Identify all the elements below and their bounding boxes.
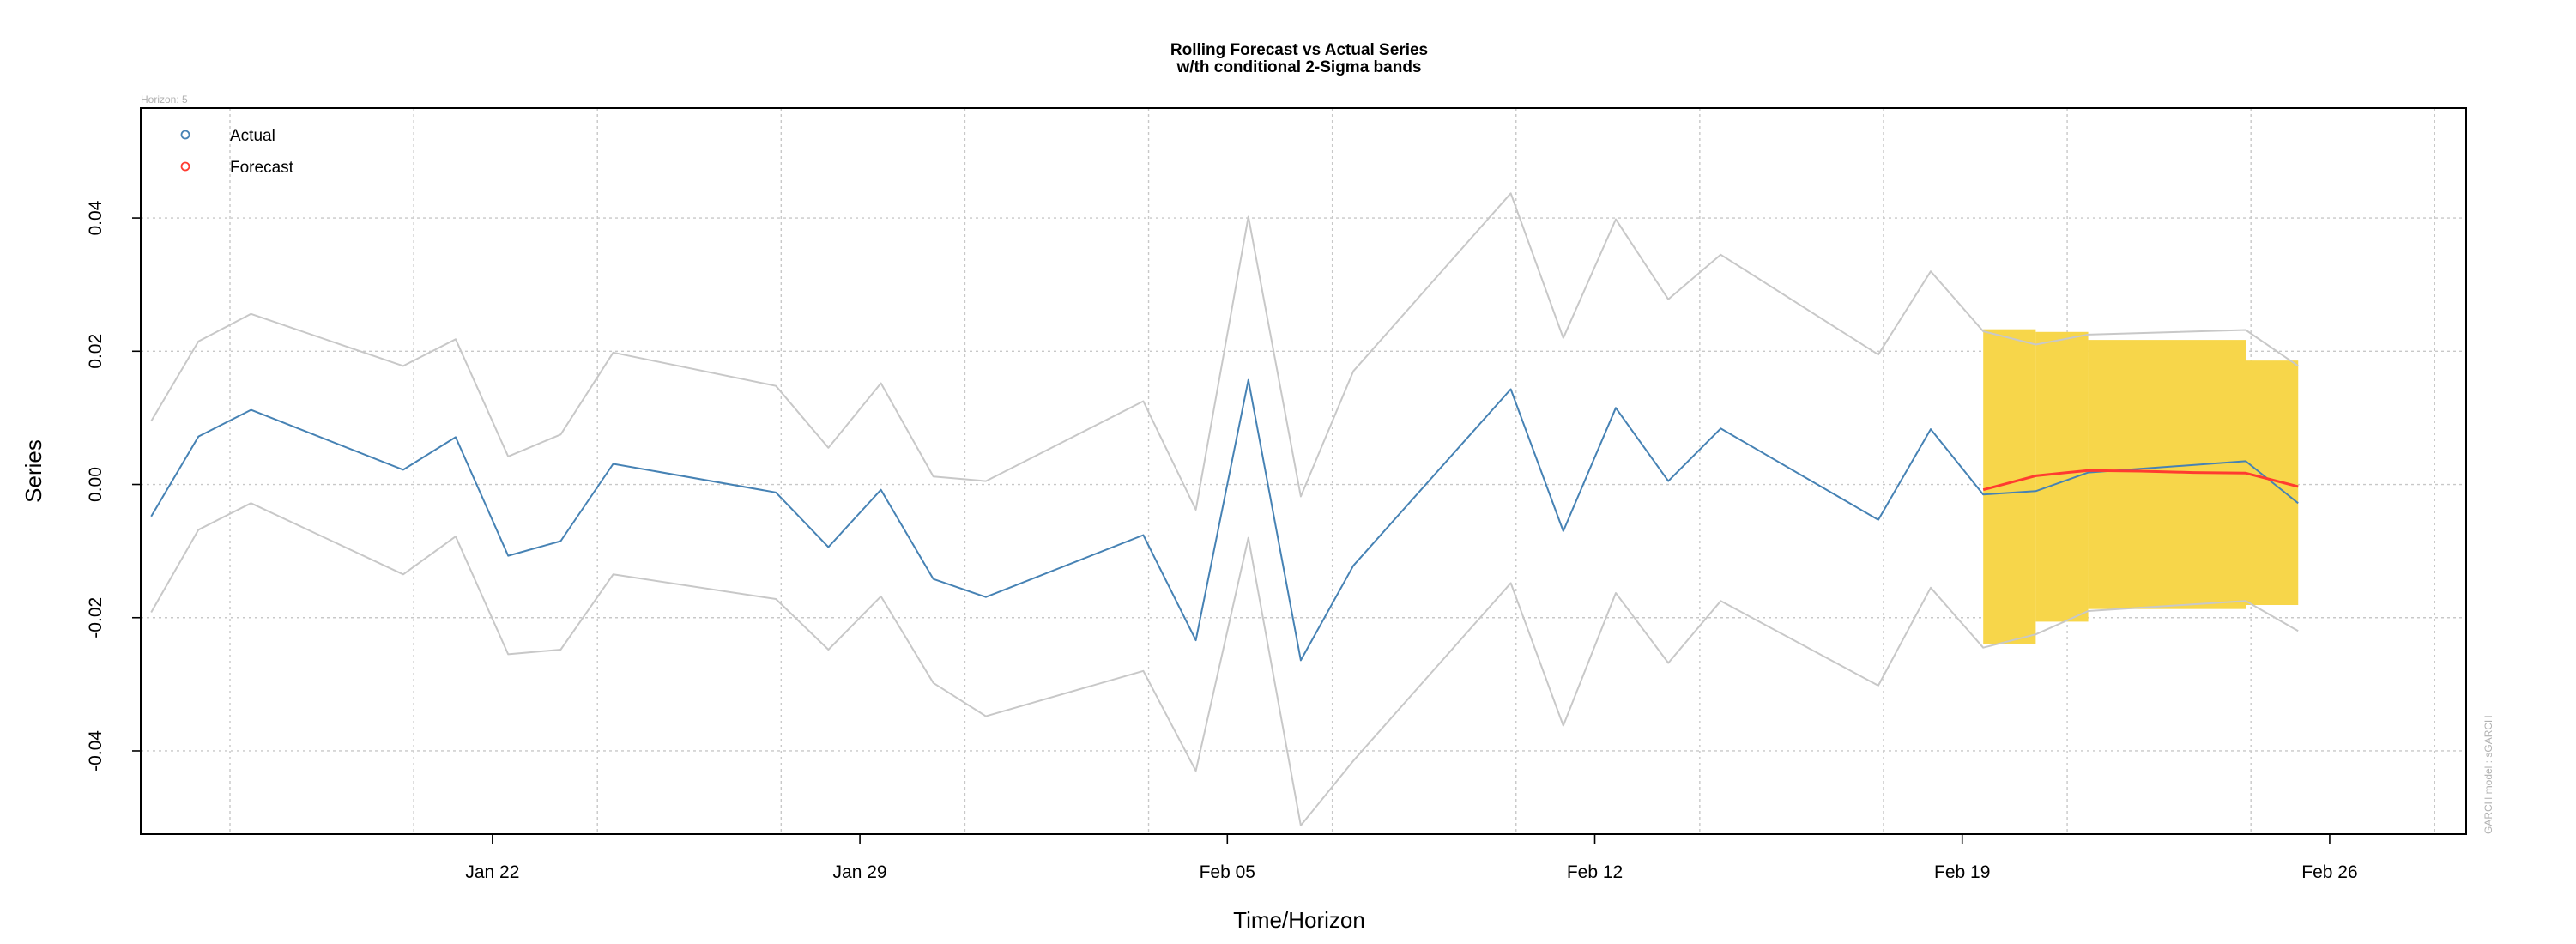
legend: Actual Forecast (180, 127, 294, 177)
legend-actual-marker (180, 130, 190, 140)
series-lines (150, 192, 2299, 826)
legend-forecast-marker (180, 161, 190, 172)
model-side-note: GARCH model : sGARCH (2482, 715, 2494, 834)
legend-forecast-label: Forecast (230, 159, 294, 177)
plot-frame (140, 107, 2467, 835)
x-axis-title: Time/Horizon (1233, 907, 1365, 933)
y-tick-label: -0.02 (86, 597, 106, 638)
x-tick-label: Feb 19 (1934, 862, 1990, 882)
x-axis-ticks: Jan 22 Jan 29 Feb 05 Feb 12 Feb 19 Feb 26 (465, 834, 2358, 882)
actual-series-line (150, 378, 2299, 662)
forecast-band-segment (2035, 331, 2089, 622)
forecast-series-line (1982, 469, 2299, 492)
chart-subtitle: w/th conditional 2-Sigma bands (1176, 58, 1421, 76)
forecast-band (1983, 329, 2299, 644)
y-axis-ticks: -0.04 -0.02 0.00 0.02 0.04 (86, 200, 141, 772)
sigma-upper-line (150, 192, 2299, 511)
corner-note: Horizon: 5 (141, 94, 188, 106)
y-tick-label: 0.04 (86, 200, 106, 235)
x-tick-label: Feb 12 (1567, 862, 1623, 882)
x-tick-label: Jan 29 (833, 862, 887, 882)
legend-actual-label: Actual (230, 127, 275, 145)
y-tick-label: 0.00 (86, 467, 106, 502)
chart-title: Rolling Forecast vs Actual Series (1170, 41, 1428, 59)
y-tick-label: -0.04 (86, 730, 106, 772)
x-tick-label: Feb 05 (1200, 862, 1255, 882)
sigma-lower-line (150, 502, 2299, 826)
x-tick-label: Jan 22 (465, 862, 519, 882)
x-tick-label: Feb 26 (2301, 862, 2357, 882)
y-tick-label: 0.02 (86, 334, 106, 369)
y-axis-title: Series (21, 439, 46, 503)
forecast-band-segment (2088, 340, 2246, 609)
